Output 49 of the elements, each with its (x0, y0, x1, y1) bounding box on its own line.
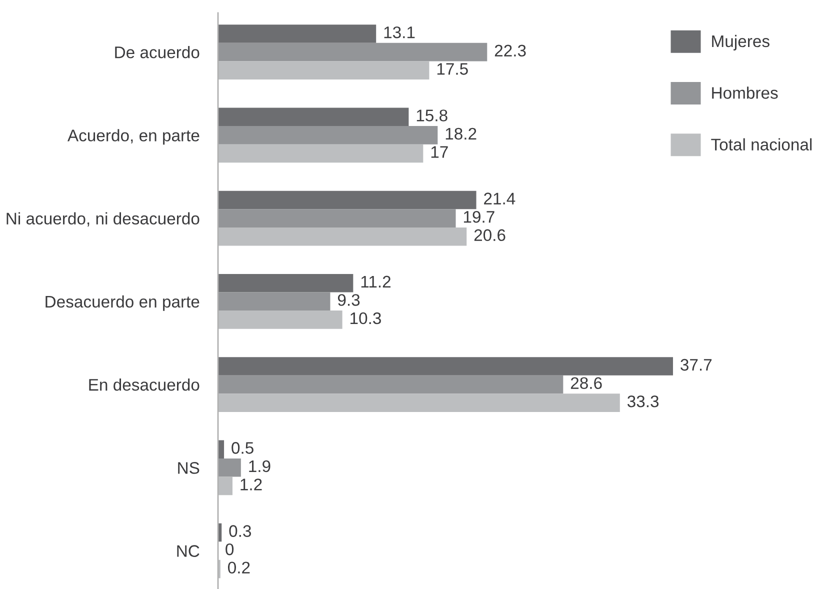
data-label: 22.3 (494, 44, 526, 57)
bar (218, 394, 620, 412)
bar (218, 42, 488, 62)
bar (218, 476, 232, 496)
bar (218, 227, 467, 246)
data-label: 0.5 (232, 442, 254, 454)
data-label: 19.7 (464, 210, 494, 223)
data-label: 13.1 (384, 26, 415, 38)
y-tick-label: En desacuerdo (89, 378, 200, 391)
bar (218, 375, 564, 394)
data-label: 9.3 (338, 294, 360, 306)
data-label: 11.2 (361, 276, 390, 288)
data-label: 18.2 (446, 128, 476, 140)
bar (218, 61, 430, 80)
legend-label: Total nacional (711, 138, 812, 150)
data-label: 0.3 (229, 525, 251, 537)
data-label: 28.6 (570, 377, 602, 390)
data-label: 0 (226, 543, 234, 556)
data-label: 1.9 (249, 460, 270, 472)
bar (218, 24, 376, 43)
legend-label: Mujeres (712, 34, 770, 50)
data-label: 15.8 (416, 110, 448, 122)
y-tick-label: Desacuerdo en parte (46, 295, 200, 311)
y-tick-label: NS (178, 462, 200, 474)
bar (218, 190, 476, 210)
bar (218, 458, 241, 477)
bar (218, 209, 456, 228)
legend-label: Hombres (712, 86, 778, 99)
data-label: 10.3 (350, 312, 381, 324)
bar (218, 310, 342, 329)
bar (218, 357, 673, 376)
y-tick-label: NC (177, 545, 200, 557)
bar (218, 108, 409, 126)
data-label: 33.3 (627, 395, 659, 408)
data-label: 37.7 (680, 358, 712, 371)
bar (218, 144, 424, 163)
y-tick-label: Acuerdo, en parte (67, 129, 200, 145)
data-label: 21.4 (484, 192, 516, 204)
bar (218, 440, 224, 459)
data-label: 17 (431, 146, 448, 158)
bar (218, 274, 354, 292)
data-label: 1.2 (240, 478, 262, 490)
y-tick-label: De acuerdo (115, 46, 200, 58)
data-label: 20.6 (474, 229, 506, 242)
bar (218, 126, 438, 144)
data-label: 0.2 (228, 562, 250, 574)
bar (218, 292, 330, 311)
data-label: 17.5 (437, 63, 468, 75)
y-tick-label: Ni acuerdo, ni desacuerdo (6, 212, 200, 226)
